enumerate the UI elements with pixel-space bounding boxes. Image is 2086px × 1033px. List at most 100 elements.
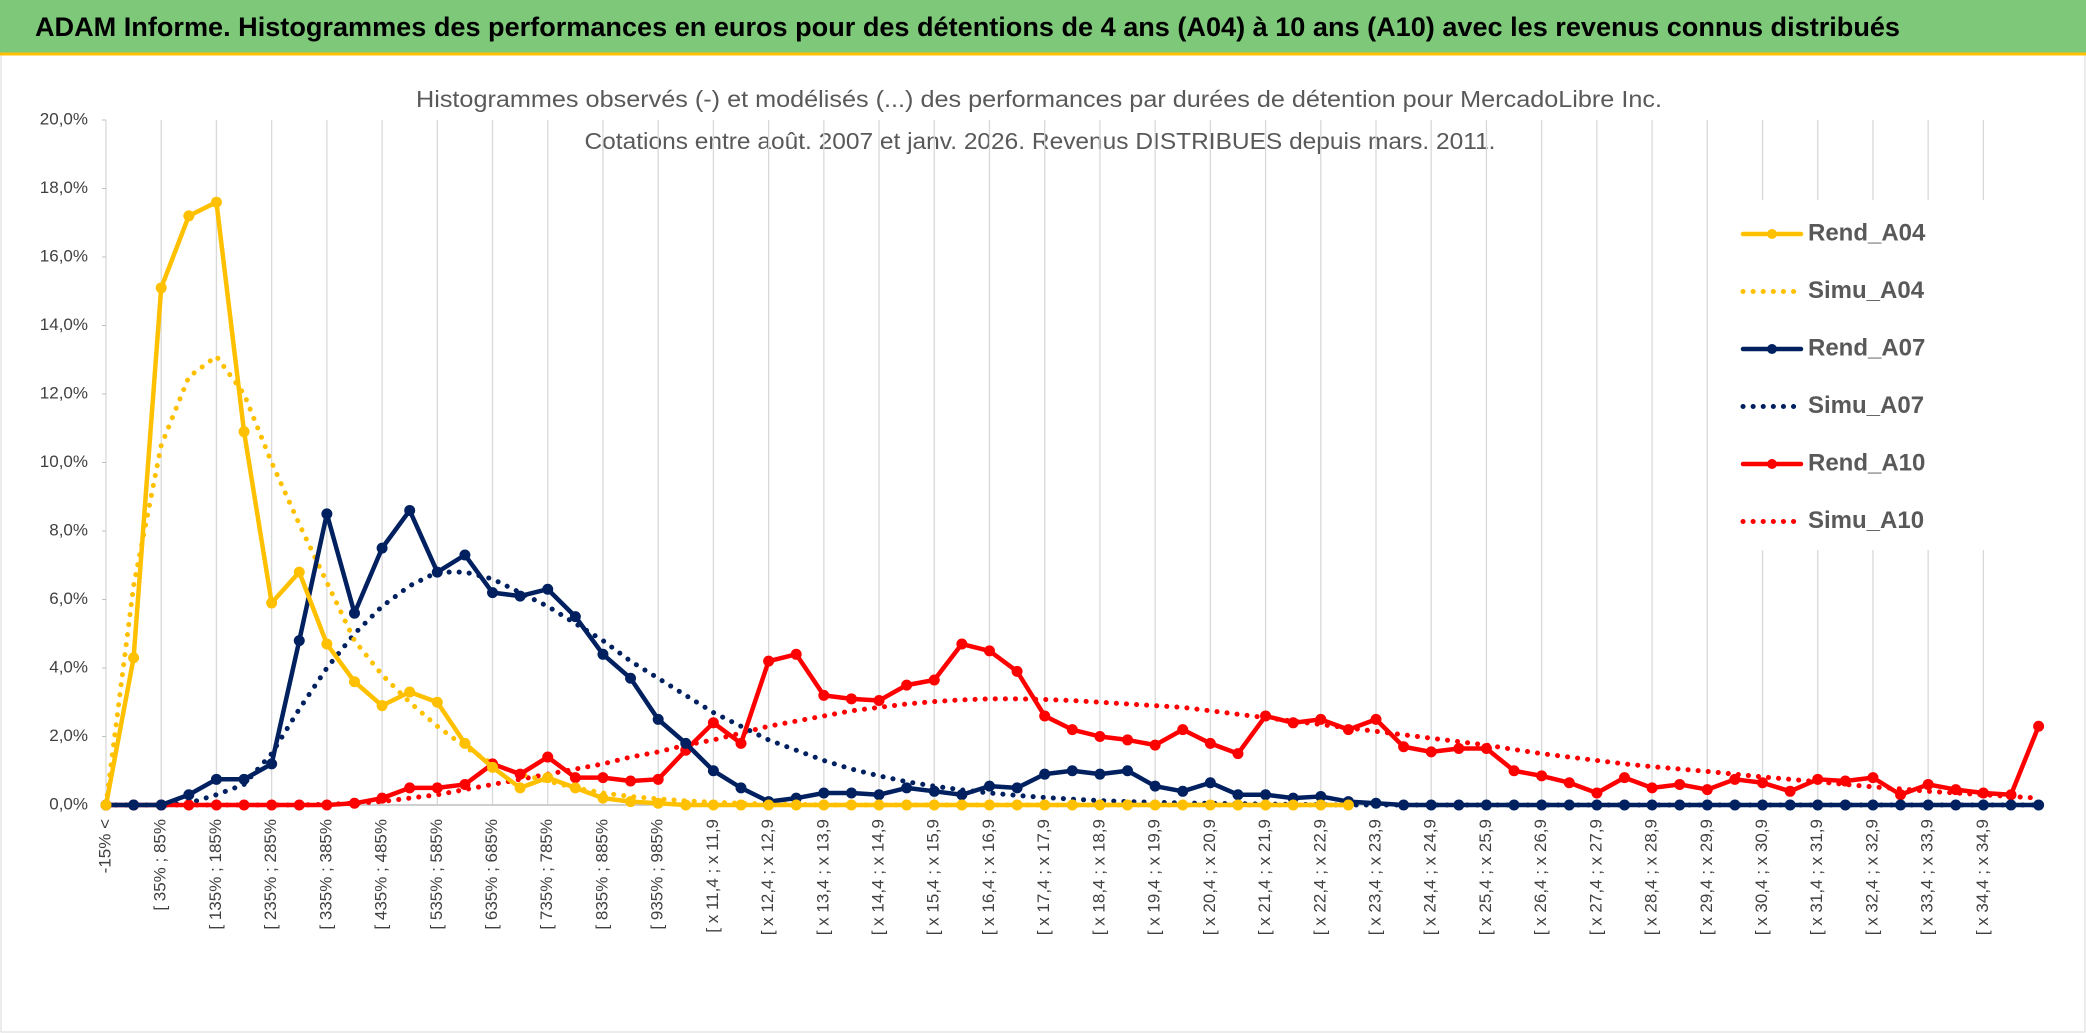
data-point [597,648,609,660]
y-tick-label: 20,0% [40,109,88,128]
data-point [210,773,222,785]
data-point [1480,742,1492,754]
data-point [1480,799,1492,811]
data-point [763,799,775,811]
data-point [569,611,581,623]
data-point [1618,772,1630,784]
x-tick-label: [ x 33,4 ; x 33,9 [1918,819,1937,935]
data-point [652,773,664,785]
x-tick-label: [ x 20,4 ; x 20,9 [1200,819,1219,935]
data-point [1563,777,1575,789]
data-point [845,787,857,799]
x-tick-label: [ x 31,4 ; x 31,9 [1807,819,1826,935]
data-point [238,799,250,811]
y-tick-label: 10,0% [40,452,88,471]
data-point [1149,780,1161,792]
data-point [183,789,195,801]
data-point [680,737,692,749]
data-point [376,792,388,804]
data-point [1508,799,1520,811]
data-point [1950,784,1962,796]
data-point [1618,799,1630,811]
data-point [348,607,360,619]
data-point [763,655,775,667]
header-bar [0,0,2086,54]
x-tick-label: [ 735% ; 785% [537,819,556,930]
data-point [1066,765,1078,777]
data-point [1674,799,1686,811]
data-point [625,796,637,808]
data-point [210,799,222,811]
data-point [1591,799,1603,811]
x-tick-label: [ x 24,4 ; x 24,9 [1421,819,1440,935]
page-title: ADAM Informe. Histogrammes des performan… [35,12,1900,42]
data-point [404,782,416,794]
x-tick-label: [ x 22,4 ; x 22,9 [1310,819,1329,935]
data-point [1729,773,1741,785]
data-point [266,799,278,811]
data-point [956,789,968,801]
data-point [1177,724,1189,736]
data-point [1646,799,1658,811]
data-point [1977,787,1989,799]
data-point [1674,778,1686,790]
data-point [569,772,581,784]
x-tick-label: [ x 34,4 ; x 34,9 [1973,819,1992,935]
data-point [1011,799,1023,811]
data-point [928,785,940,797]
data-point [487,587,499,599]
data-point [431,566,443,578]
legend-label: Simu_A07 [1808,392,1924,419]
data-point [1315,799,1327,811]
x-tick-label: [ 235% ; 285% [261,819,280,930]
data-point [266,758,278,770]
data-point [956,638,968,650]
data-point [956,799,968,811]
data-point [459,737,471,749]
x-tick-label: [ x 25,4 ; x 25,9 [1476,819,1495,935]
data-point [790,648,802,660]
data-point [1812,773,1824,785]
data-point [707,799,719,811]
x-tick-label: [ x 27,4 ; x 27,9 [1586,819,1605,935]
x-tick-label: [ 35% ; 85% [151,819,170,911]
data-point [707,765,719,777]
simulated-line [103,696,2042,808]
data-point [1039,799,1051,811]
x-tick-label: [ 535% ; 585% [427,819,446,930]
data-point [376,542,388,554]
data-point [1922,778,1934,790]
data-point [1895,789,1907,801]
x-tick-label: [ x 21,4 ; x 21,9 [1255,819,1274,935]
y-tick-label: 0,0% [49,794,88,813]
data-point [1177,785,1189,797]
legend-marker [1767,459,1777,469]
x-tick-label: [ x 14,4 ; x 14,9 [869,819,888,935]
data-point [652,713,664,725]
data-point [1149,739,1161,751]
data-point [1066,799,1078,811]
x-tick-label: [ x 11,4 ; x 11,9 [703,819,722,933]
data-point [1094,768,1106,780]
data-point [1701,784,1713,796]
data-point [1204,737,1216,749]
data-point [1950,799,1962,811]
data-point [597,772,609,784]
x-tick-label: [ 135% ; 185% [206,819,225,930]
data-point [1701,799,1713,811]
y-tick-label: 12,0% [40,383,88,402]
data-point [1122,799,1134,811]
x-tick-label: [ x 17,4 ; x 17,9 [1034,819,1053,935]
data-point [404,686,416,698]
data-point [155,282,167,294]
data-point [293,566,305,578]
y-tick-label: 6,0% [49,589,88,608]
data-point [1232,789,1244,801]
data-point [1425,799,1437,811]
data-point [1757,777,1769,789]
x-tick-label: [ x 29,4 ; x 29,9 [1697,819,1716,935]
data-point [293,635,305,647]
data-point [1260,789,1272,801]
data-point [1425,746,1437,758]
legend-label: Simu_A10 [1808,507,1924,534]
